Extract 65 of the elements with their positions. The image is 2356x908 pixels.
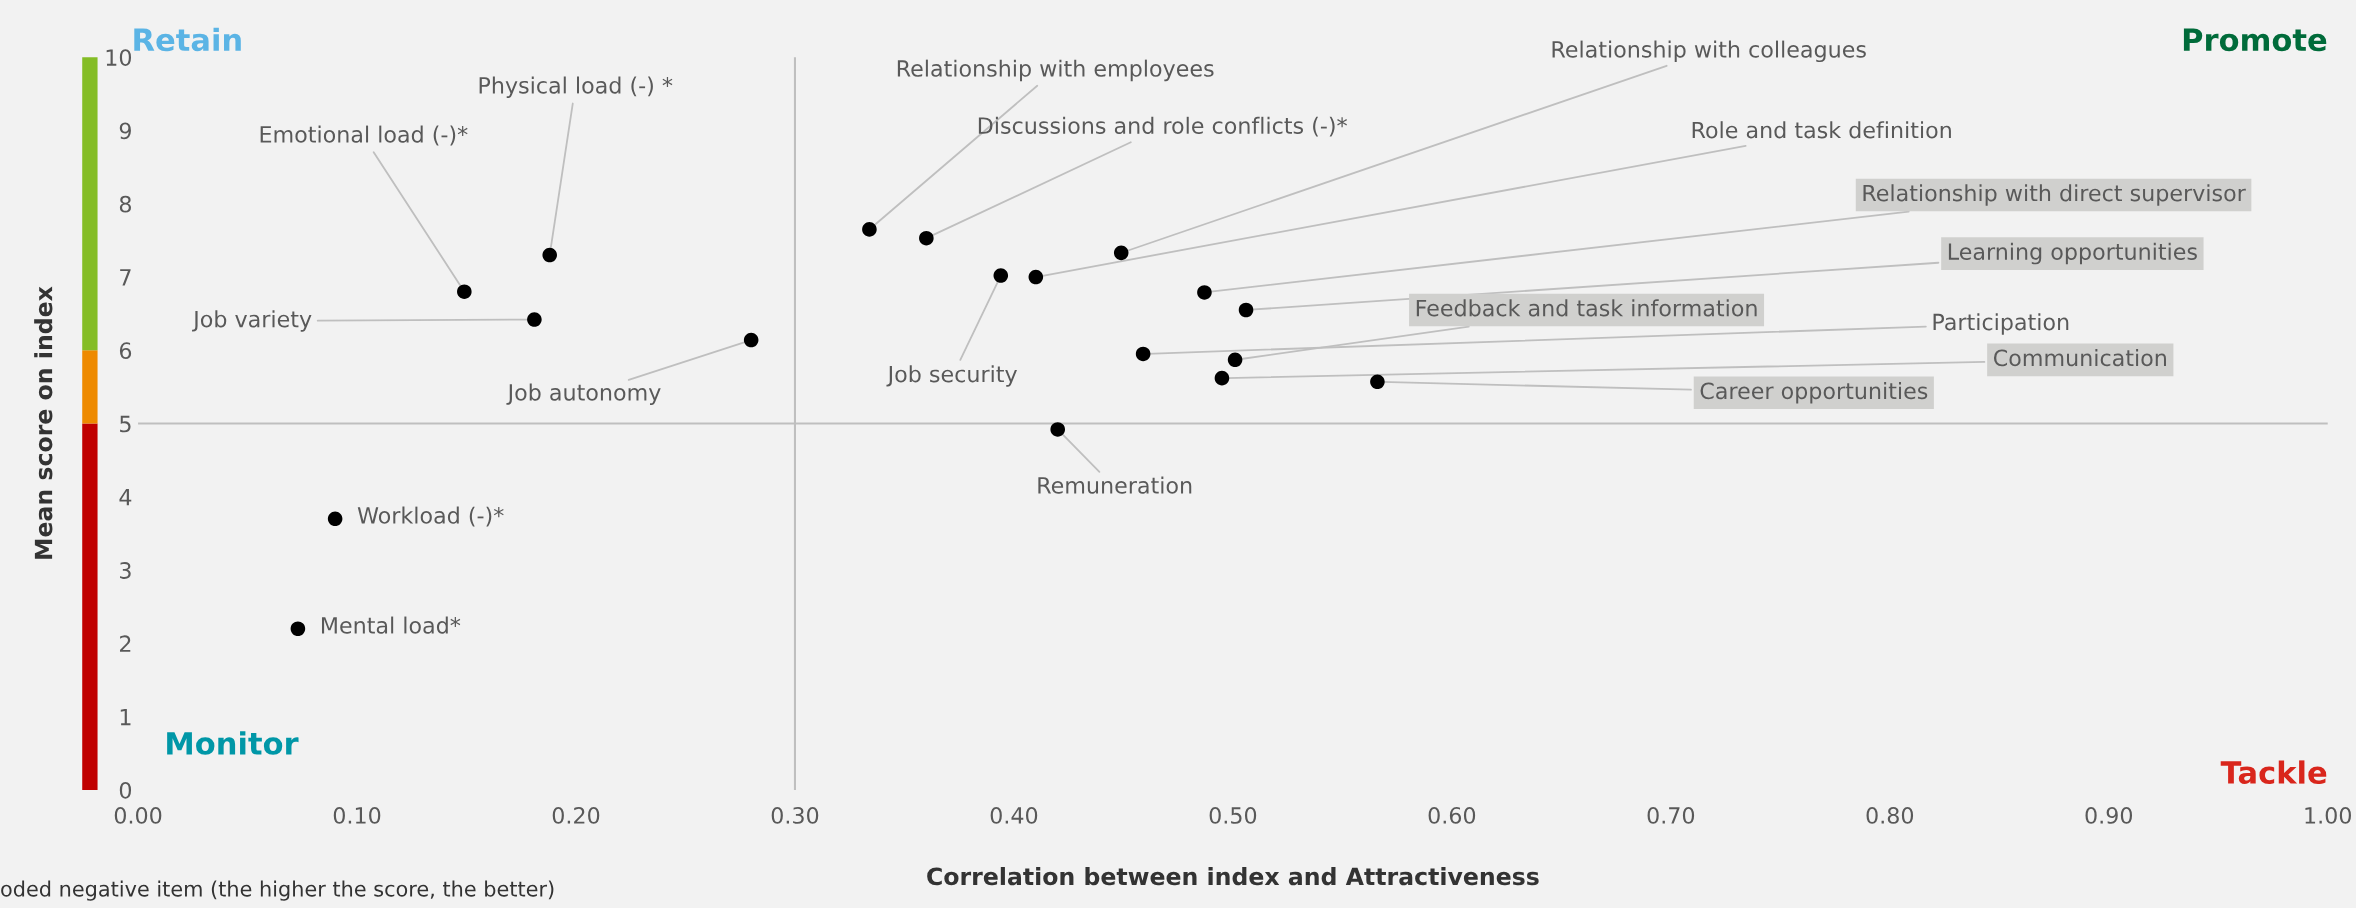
annotation: Role and task definition bbox=[1692, 121, 1951, 139]
x-tick-label: 0.30 bbox=[771, 807, 819, 824]
point bbox=[1197, 285, 1212, 300]
point bbox=[1050, 422, 1065, 437]
point bbox=[1028, 269, 1044, 285]
point bbox=[1227, 352, 1243, 368]
y-tick-label: 3 bbox=[120, 562, 131, 579]
point bbox=[1135, 346, 1151, 362]
point bbox=[290, 621, 306, 637]
y-tick-label: 1 bbox=[120, 708, 131, 726]
annotation: Monitor bbox=[167, 731, 299, 755]
point bbox=[919, 230, 934, 246]
y-tick-label: 8 bbox=[119, 195, 131, 213]
y-tick-label: 7 bbox=[120, 269, 131, 286]
x-tick-label: 0.50 bbox=[1209, 807, 1257, 824]
point bbox=[1214, 370, 1230, 386]
annotation: Job variety bbox=[192, 310, 312, 332]
annotation: Relationship with colleagues bbox=[1552, 40, 1866, 63]
y-axis-title: Mean score on index bbox=[34, 286, 53, 559]
point bbox=[743, 332, 759, 348]
annotation: Emotional load (-)* bbox=[260, 125, 468, 146]
point bbox=[1113, 245, 1129, 261]
y-tick-label: 4 bbox=[119, 489, 132, 506]
annotation: Discussions and role conflicts (-)* bbox=[978, 116, 1347, 137]
annotation: Relationship with direct supervisor bbox=[1863, 184, 2246, 206]
point bbox=[993, 268, 1009, 283]
point bbox=[457, 284, 472, 299]
x-axis-title: Correlation between index and Attractiveness bbox=[927, 867, 1539, 886]
y-tick-label: 2 bbox=[120, 635, 131, 652]
x-tick-label: 0.70 bbox=[1647, 807, 1695, 824]
annotation: Job security bbox=[886, 365, 1017, 387]
y-tick-label: 0 bbox=[119, 781, 132, 799]
x-tick-label: 0.90 bbox=[2085, 807, 2133, 824]
x-tick-label: 0.10 bbox=[333, 807, 381, 824]
annotation: Mental load* bbox=[321, 616, 461, 634]
x-tick-label: 0.20 bbox=[552, 807, 600, 824]
point bbox=[1238, 302, 1254, 318]
annotation: Learning opportunities bbox=[1948, 242, 2197, 265]
text: Promote bbox=[2183, 28, 2327, 52]
annotation: Career opportunities bbox=[1700, 382, 1928, 404]
point bbox=[527, 312, 542, 327]
text: Retain bbox=[134, 27, 241, 52]
x-tick-label: 0.00 bbox=[114, 807, 162, 824]
text: oded negative item (the higher the score, the better) bbox=[1, 880, 554, 901]
annotation: Relationship with employees bbox=[897, 59, 1214, 82]
y-tick-label: 10 bbox=[106, 49, 132, 66]
x-tick-label: 0.60 bbox=[1428, 807, 1476, 824]
point bbox=[862, 222, 877, 237]
annotation: Job autonomy bbox=[506, 383, 661, 406]
annotation: Physical load (-) * bbox=[479, 76, 673, 98]
y-tick-label: 5 bbox=[120, 415, 131, 433]
annotation: Participation bbox=[1933, 313, 2069, 335]
point bbox=[1370, 374, 1385, 390]
annotation: Feedback and task information bbox=[1416, 299, 1757, 317]
y-tick-label: 6 bbox=[119, 342, 132, 360]
point bbox=[327, 511, 343, 527]
annotation: Communication bbox=[1993, 349, 2166, 367]
x-tick-label: 0.40 bbox=[990, 807, 1038, 824]
x-tick-label: 1.00 bbox=[2305, 807, 2351, 824]
annotation: Remuneration bbox=[1038, 476, 1192, 494]
point bbox=[542, 247, 557, 263]
y-tick-label: 9 bbox=[119, 122, 131, 140]
x-tick-label: 0.80 bbox=[1866, 807, 1914, 824]
annotation: Workload (-)* bbox=[357, 506, 504, 527]
annotation: Tackle bbox=[2220, 760, 2327, 785]
